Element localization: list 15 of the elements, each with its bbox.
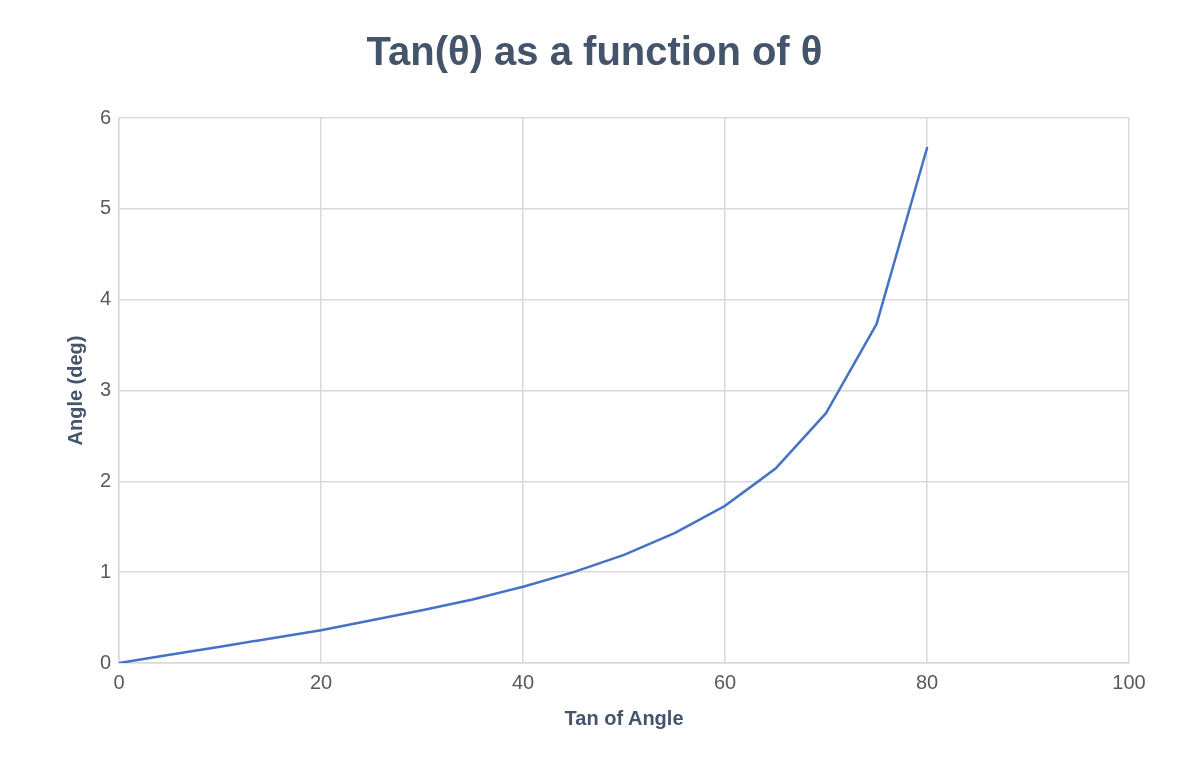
y-tick-label: 6 [100, 105, 112, 128]
x-tick-label: 20 [309, 670, 333, 693]
y-tick-label: 2 [100, 468, 112, 491]
chart-title: Tan(θ) as a function of θ [366, 29, 823, 74]
x-tick-label: 100 [1112, 670, 1146, 693]
y-tick-label: 1 [100, 559, 112, 582]
x-tick-label: 40 [511, 670, 535, 693]
y-tick-label: 5 [100, 196, 112, 219]
x-tick-label: 80 [915, 670, 939, 693]
x-tick-label: 60 [713, 670, 737, 693]
x-axis-title: Tan of Angle [564, 706, 684, 729]
y-axis-title: Angle (deg) [63, 335, 86, 446]
y-tick-label: 3 [100, 378, 112, 401]
y-tick-label: 4 [100, 287, 112, 310]
y-tick-label: 0 [100, 650, 112, 673]
